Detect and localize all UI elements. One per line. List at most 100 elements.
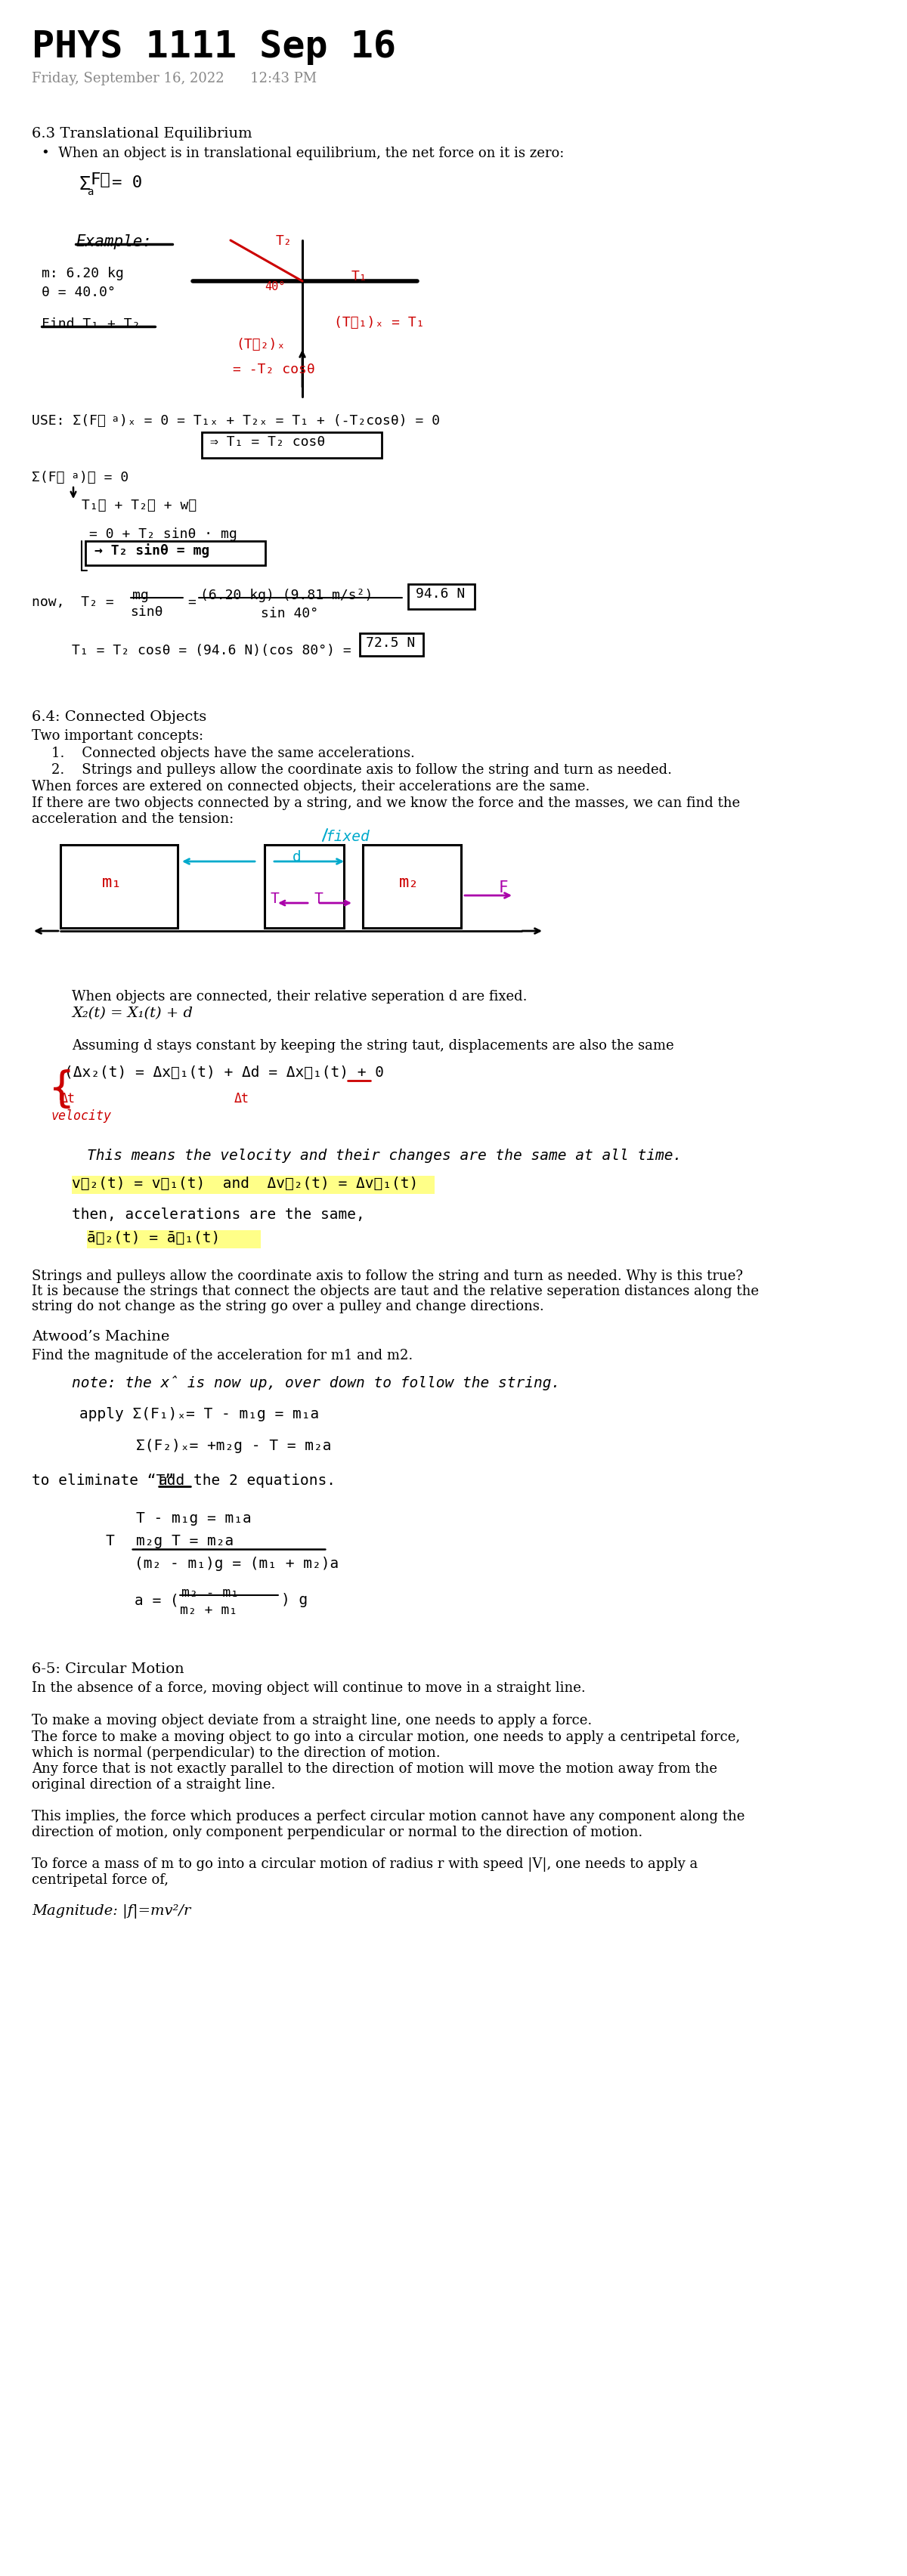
Text: m₂ - m₁: m₂ - m₁	[181, 1587, 239, 1600]
Text: 6.4: Connected Objects: 6.4: Connected Objects	[32, 711, 207, 724]
Text: =: =	[188, 595, 196, 608]
Text: In the absence of a force, moving object will continue to move in a straight lin: In the absence of a force, moving object…	[32, 1682, 586, 1695]
Text: T: T	[314, 891, 323, 907]
Text: 6-5: Circular Motion: 6-5: Circular Motion	[32, 1662, 184, 1677]
Text: PHYS 1111 Sep 16: PHYS 1111 Sep 16	[32, 28, 396, 64]
Text: 94.6 N: 94.6 N	[415, 587, 465, 600]
Text: m: 6.20 kg: m: 6.20 kg	[42, 268, 123, 281]
Text: (Δx₂(t) = Δx⃗₁(t) + Δd = Δx⃗₁(t) + 0: (Δx₂(t) = Δx⃗₁(t) + Δd = Δx⃗₁(t) + 0	[64, 1066, 384, 1079]
Text: add: add	[159, 1473, 185, 1489]
Text: v⃗₂(t) = v⃗₁(t)  and  Δv⃗₂(t) = Δv⃗₁(t): v⃗₂(t) = v⃗₁(t) and Δv⃗₂(t) = Δv⃗₁(t)	[72, 1177, 418, 1190]
Text: USE: Σ(F⃗: USE: Σ(F⃗	[32, 415, 106, 428]
Text: → T₂ sinθ = mg: → T₂ sinθ = mg	[94, 544, 210, 556]
Text: then, accelerations are the same,: then, accelerations are the same,	[72, 1208, 365, 1221]
Text: T: T	[106, 1533, 114, 1548]
Bar	[61, 845, 178, 927]
Text: Δt: Δt	[61, 1092, 75, 1105]
Text: Magnitude: |f|=mv²/r: Magnitude: |f|=mv²/r	[32, 1904, 190, 1919]
Text: d: d	[292, 850, 301, 866]
Text: Σ(F₂)ₓ= +m₂g - T = m₂a: Σ(F₂)ₓ= +m₂g - T = m₂a	[136, 1440, 331, 1453]
Text: now,  T₂ =: now, T₂ =	[32, 595, 114, 608]
Text: T - m₁g = m₁a: T - m₁g = m₁a	[136, 1512, 251, 1525]
Text: Assuming d stays constant by keeping the string taut, displacements are also the: Assuming d stays constant by keeping the…	[72, 1038, 674, 1054]
Text: F⃗: F⃗	[91, 173, 111, 188]
Text: X₂(t) = X₁(t) + d: X₂(t) = X₁(t) + d	[72, 1007, 193, 1020]
Text: ā⃗₂(t) = ā⃗₁(t): ā⃗₂(t) = ā⃗₁(t)	[87, 1231, 220, 1244]
Text: 72.5 N: 72.5 N	[366, 636, 415, 649]
Text: )ᵧ = 0: )ᵧ = 0	[80, 471, 129, 484]
Text: 40°: 40°	[265, 281, 285, 294]
Text: {: {	[49, 1069, 74, 1110]
Text: T₁ = T₂ cosθ = (94.6 N)(cos 80°) =: T₁ = T₂ cosθ = (94.6 N)(cos 80°) =	[72, 644, 351, 657]
Text: a: a	[87, 185, 93, 198]
Text: sin 40°: sin 40°	[261, 608, 318, 621]
Text: a: a	[72, 471, 77, 482]
Text: Atwood’s Machine: Atwood’s Machine	[32, 1329, 170, 1345]
Text: Find the magnitude of the acceleration for m1 and m2.: Find the magnitude of the acceleration f…	[32, 1350, 413, 1363]
Text: Δt: Δt	[234, 1092, 249, 1105]
Text: 2.    Strings and pulleys allow the coordinate axis to follow the string and tur: 2. Strings and pulleys allow the coordin…	[52, 762, 672, 778]
Text: Σ(F⃗: Σ(F⃗	[32, 471, 64, 484]
Bar	[201, 433, 382, 459]
Text: When objects are connected, their relative seperation d are fixed.: When objects are connected, their relati…	[72, 989, 527, 1005]
Text: If there are two objects connected by a string, and we know the force and the ma: If there are two objects connected by a …	[32, 796, 740, 809]
Bar	[408, 585, 474, 608]
Text: direction of motion, only component perpendicular or normal to the direction of : direction of motion, only component perp…	[32, 1826, 643, 1839]
Text: Friday, September 16, 2022      12:43 PM: Friday, September 16, 2022 12:43 PM	[32, 72, 317, 85]
Text: This means the velocity and their changes are the same at all time.: This means the velocity and their change…	[87, 1149, 682, 1162]
Text: fixed: fixed	[325, 829, 369, 845]
Text: note: the x̂ is now up, over down to follow the string.: note: the x̂ is now up, over down to fol…	[72, 1376, 561, 1391]
Bar	[363, 845, 461, 927]
Text: F: F	[499, 881, 509, 896]
Text: T₁ᵧ + T₂ᵧ + wᵧ: T₁ᵧ + T₂ᵧ + wᵧ	[82, 500, 197, 513]
Text: velocity: velocity	[52, 1110, 112, 1123]
Text: a: a	[112, 415, 118, 425]
Text: mg: mg	[132, 590, 149, 603]
Text: original direction of a straight line.: original direction of a straight line.	[32, 1777, 276, 1793]
Text: which is normal (perpendicular) to the direction of motion.: which is normal (perpendicular) to the d…	[32, 1747, 441, 1759]
Text: Strings and pulleys allow the coordinate axis to follow the string and turn as n: Strings and pulleys allow the coordinate…	[32, 1270, 743, 1283]
Text: )ₓ = 0 = T₁ₓ + T₂ₓ = T₁ + (-T₂cosθ) = 0: )ₓ = 0 = T₁ₓ + T₂ₓ = T₁ + (-T₂cosθ) = 0	[120, 415, 440, 428]
Text: When forces are extered on connected objects, their accelerations are the same.: When forces are extered on connected obj…	[32, 781, 590, 793]
Text: = -T₂ cosθ: = -T₂ cosθ	[233, 363, 315, 376]
Text: = 0: = 0	[112, 175, 142, 191]
Text: Find T₁ + T₂: Find T₁ + T₂	[42, 317, 141, 330]
Text: ⇒ T₁ = T₂ cosθ: ⇒ T₁ = T₂ cosθ	[210, 435, 326, 448]
Text: 6.3 Translational Equilibrium: 6.3 Translational Equilibrium	[32, 126, 252, 142]
Text: This implies, the force which produces a perfect circular motion cannot have any: This implies, the force which produces a…	[32, 1811, 745, 1824]
Text: m₂ + m₁: m₂ + m₁	[180, 1602, 238, 1618]
Text: = 0 + T₂ sinθ · mg: = 0 + T₂ sinθ · mg	[89, 528, 237, 541]
Text: To force a mass of m to go into a circular motion of radius r with speed |V|, on: To force a mass of m to go into a circul…	[32, 1857, 697, 1873]
Text: (m₂ - m₁)g = (m₁ + m₂)a: (m₂ - m₁)g = (m₁ + m₂)a	[134, 1556, 339, 1571]
Text: To make a moving object deviate from a straight line, one needs to apply a force: To make a moving object deviate from a s…	[32, 1713, 592, 1728]
Text: Example:: Example:	[75, 234, 152, 250]
Text: the 2 equations.: the 2 equations.	[193, 1473, 336, 1489]
Text: string do not change as the string go over a pulley and change directions.: string do not change as the string go ov…	[32, 1301, 544, 1314]
Text: 1.    Connected objects have the same accelerations.: 1. Connected objects have the same accel…	[52, 747, 414, 760]
Text: T: T	[270, 891, 278, 907]
Text: θ = 40.0°: θ = 40.0°	[42, 286, 115, 299]
Text: m₁: m₁	[102, 876, 122, 891]
Text: m₂: m₂	[399, 876, 419, 891]
Text: a = (: a = (	[134, 1592, 179, 1607]
Text: T₁: T₁	[352, 270, 368, 283]
Bar	[85, 541, 266, 564]
Text: apply Σ(F₁)ₓ= T - m₁g = m₁a: apply Σ(F₁)ₓ= T - m₁g = m₁a	[80, 1406, 319, 1422]
Text: •  When an object is in translational equilibrium, the net force on it is zero:: • When an object is in translational equ…	[42, 147, 564, 160]
Bar	[87, 1231, 261, 1249]
Text: acceleration and the tension:: acceleration and the tension:	[32, 811, 234, 827]
Bar	[360, 634, 424, 657]
Text: sinθ: sinθ	[130, 605, 163, 618]
Text: Σ: Σ	[80, 175, 91, 193]
Text: m₂g T = m₂a: m₂g T = m₂a	[136, 1533, 234, 1548]
Text: T₂: T₂	[276, 234, 292, 247]
Text: ) g: ) g	[281, 1592, 307, 1607]
Text: to eliminate “T”: to eliminate “T”	[32, 1473, 174, 1489]
Text: It is because the strings that connect the objects are taut and the relative sep: It is because the strings that connect t…	[32, 1285, 759, 1298]
Text: (6.20 kg) (9.81 m/s²): (6.20 kg) (9.81 m/s²)	[200, 590, 373, 603]
Bar	[72, 1175, 434, 1193]
Text: (T⃗₂)ₓ: (T⃗₂)ₓ	[236, 337, 285, 350]
Text: (T⃗₁)ₓ = T₁: (T⃗₁)ₓ = T₁	[334, 317, 424, 330]
Text: Any force that is not exactly parallel to the direction of motion will move the : Any force that is not exactly parallel t…	[32, 1762, 717, 1775]
Text: Two important concepts:: Two important concepts:	[32, 729, 203, 742]
